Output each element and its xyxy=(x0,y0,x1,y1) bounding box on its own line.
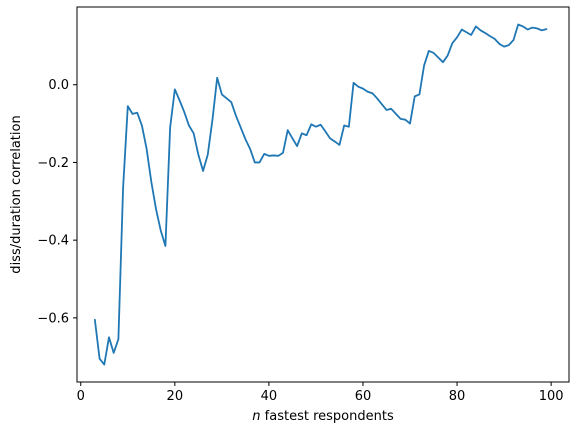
x-tick-label: 20 xyxy=(167,389,184,404)
y-axis-label: diss/duration correlation xyxy=(9,115,24,273)
x-tick-label: 0 xyxy=(77,389,85,404)
y-tick-label: −0.4 xyxy=(37,234,69,249)
series-line xyxy=(93,23,548,366)
y-axis-ticks: −0.6 −0.4 −0.2 0.0 xyxy=(37,78,77,326)
x-axis-ticks: 0 20 40 60 80 100 xyxy=(77,382,564,404)
plot-frame xyxy=(76,6,570,383)
x-tick-label: 100 xyxy=(539,389,564,404)
x-tick-label: 60 xyxy=(355,389,372,404)
x-tick-label: 80 xyxy=(449,389,466,404)
y-tick-label: −0.2 xyxy=(37,156,69,171)
y-tick-label: −0.6 xyxy=(37,311,69,326)
x-axis-label: n fastest respondents xyxy=(252,409,394,424)
x-tick-label: 40 xyxy=(261,389,278,404)
y-tick-label: 0.0 xyxy=(48,78,69,93)
